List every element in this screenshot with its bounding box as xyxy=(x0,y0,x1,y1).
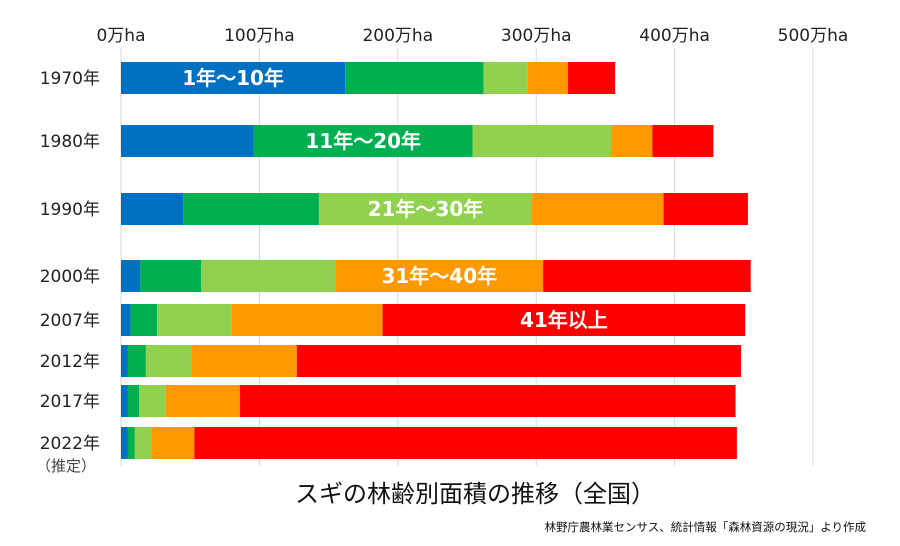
bar-segment xyxy=(240,385,736,417)
bar-segment xyxy=(483,62,528,94)
bar-segment xyxy=(652,125,714,157)
chart-source: 林野庁農林業センサス、統計情報「森林資源の現況」より作成 xyxy=(544,520,866,534)
bar-segment xyxy=(165,385,241,417)
bar-segment xyxy=(127,427,135,459)
bar-segment xyxy=(121,427,128,459)
bar-segment xyxy=(127,385,139,417)
x-tick-label: 0万ha xyxy=(96,26,145,46)
bar-segment xyxy=(527,62,569,94)
bar-segment xyxy=(127,345,146,377)
x-tick-label: 300万ha xyxy=(501,26,572,46)
bar-segment xyxy=(121,193,184,225)
bar-segment xyxy=(130,304,157,336)
bar-segment xyxy=(532,193,664,225)
bars xyxy=(121,62,751,459)
bar-segment xyxy=(472,125,611,157)
y-tick-label: 1970年 xyxy=(40,69,100,89)
chart-title: スギの林齢別面積の推移（全国） xyxy=(295,480,655,508)
bar-segment xyxy=(134,427,152,459)
series-label: 11年～20年 xyxy=(305,129,421,153)
bar-segment xyxy=(253,125,473,157)
bar-segment xyxy=(382,304,746,336)
y-tick-note: （推定） xyxy=(36,457,96,475)
bar-segment xyxy=(543,260,751,292)
bar-segment xyxy=(145,345,192,377)
x-tick-label: 200万ha xyxy=(362,26,433,46)
bar-segment xyxy=(121,125,254,157)
series-labels: 1年～10年 11年～20年 21年～30年 31年～40年 41年以上 xyxy=(182,66,608,332)
bar-segment xyxy=(296,345,742,377)
series-label: 31年～40年 xyxy=(381,264,497,288)
bar-segment xyxy=(194,427,737,459)
bar-segment xyxy=(191,345,297,377)
bar-segment xyxy=(335,260,544,292)
x-tick-label: 500万ha xyxy=(778,26,849,46)
bar-segment xyxy=(121,304,131,336)
bar-segment xyxy=(568,62,616,94)
series-label: 41年以上 xyxy=(520,308,608,332)
bar-segment xyxy=(318,193,533,225)
series-label: 1年～10年 xyxy=(182,66,284,90)
bar-segment xyxy=(663,193,748,225)
bar-segment xyxy=(121,345,128,377)
bar-segment xyxy=(345,62,484,94)
x-axis-ticks: 0万ha 100万ha 200万ha 300万ha 400万ha 500万ha xyxy=(96,26,848,46)
y-tick-label: 2017年 xyxy=(40,392,100,412)
x-tick-label: 100万ha xyxy=(224,26,295,46)
y-tick-label: 2022年 xyxy=(40,434,100,454)
y-tick-label: 1990年 xyxy=(40,200,100,220)
bar-segment xyxy=(121,62,346,94)
y-axis-ticks: 1970年 1980年 1990年 2000年 2007年 2012年 2017年 2022年… xyxy=(36,69,100,475)
series-label: 21年～30年 xyxy=(368,197,484,221)
bar-segment xyxy=(201,260,336,292)
y-tick-label: 2012年 xyxy=(40,352,100,372)
bar-segment xyxy=(151,427,195,459)
y-tick-label: 1980年 xyxy=(40,132,100,152)
bar-segment xyxy=(121,260,141,292)
bar-segment xyxy=(610,125,653,157)
bar-segment xyxy=(138,385,166,417)
x-tick-label: 400万ha xyxy=(639,26,710,46)
bar-segment xyxy=(121,385,128,417)
bar-segment xyxy=(156,304,232,336)
y-tick-label: 2000年 xyxy=(40,267,100,287)
bar-segment xyxy=(140,260,202,292)
bar-segment xyxy=(231,304,383,336)
y-tick-label: 2007年 xyxy=(40,311,100,331)
bar-segment xyxy=(183,193,319,225)
